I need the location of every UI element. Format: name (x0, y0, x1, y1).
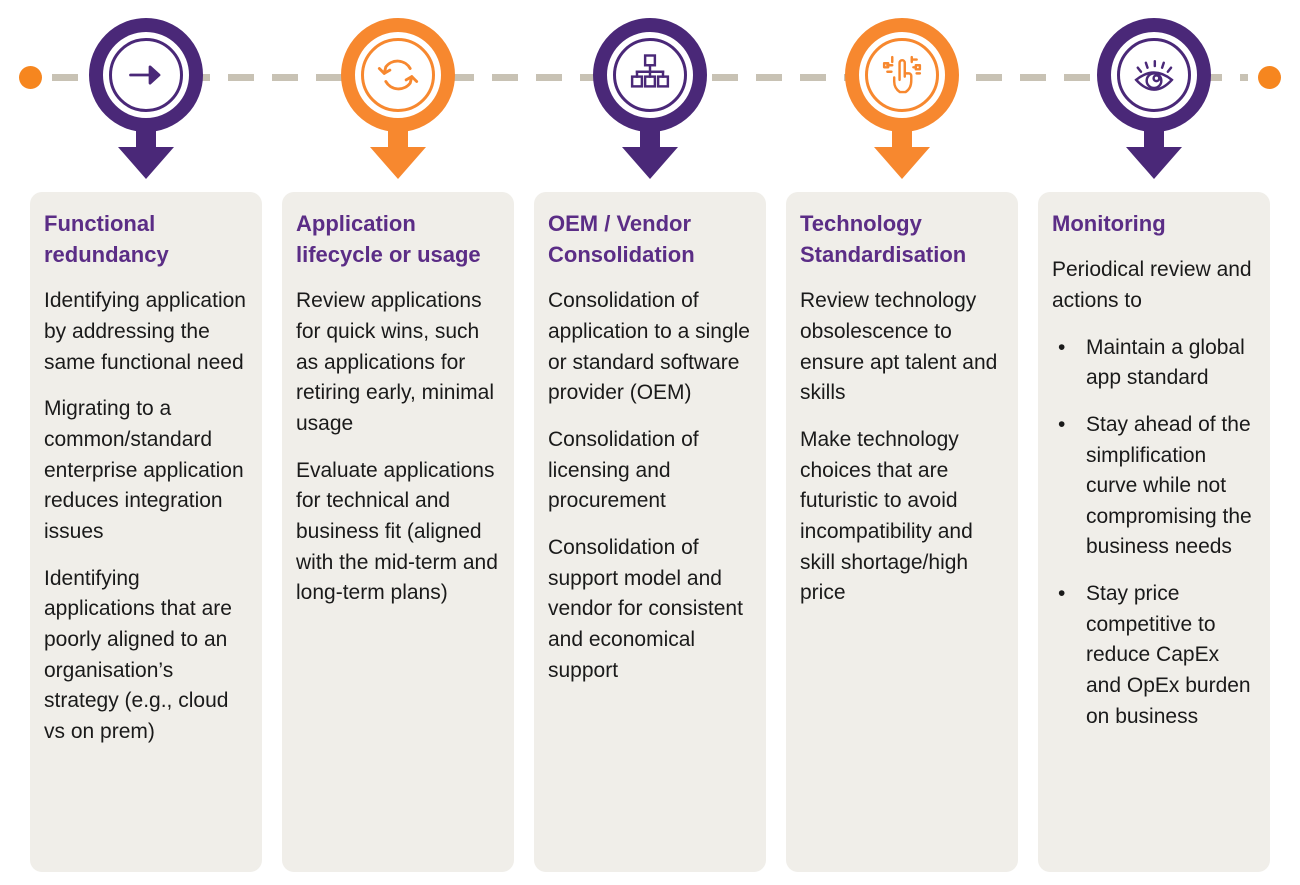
step-inner-ring (361, 38, 435, 112)
step-pin-stem (892, 129, 912, 147)
card-title: Functional redundancy (44, 211, 169, 268)
timeline-start-dot (19, 66, 42, 89)
card-paragraph: Make technology choices that are futuris… (800, 428, 973, 605)
step-ring (1097, 18, 1211, 132)
card-paragraph: Consolidation of licensing and procureme… (548, 428, 699, 513)
card: Technology Standardisation Review techno… (786, 192, 1018, 872)
timeline-step-eye (1038, 0, 1270, 179)
bullet-item: • Stay ahead of the simplification curve … (1052, 410, 1256, 563)
step-pin-stem (1144, 129, 1164, 147)
card-title: Application lifecycle or usage (296, 211, 481, 268)
bullet-text: Maintain a global app standard (1086, 335, 1245, 390)
step-ring (845, 18, 959, 132)
bullet-text: Stay ahead of the simplification curve w… (1086, 412, 1252, 559)
step-pin-stem (388, 129, 408, 147)
step-inner-ring (613, 38, 687, 112)
timeline-end-dot (1258, 66, 1281, 89)
card-paragraph: Identifying applications that are poorly… (44, 566, 232, 743)
step-inner-ring (865, 38, 939, 112)
card-paragraph: Identifying application by addressing th… (44, 289, 246, 374)
card-paragraph: Periodical review and actions to (1052, 258, 1252, 312)
card: Functional redundancy Identifying applic… (30, 192, 262, 872)
step-ring (341, 18, 455, 132)
card-body: Consolidation of application to a single… (548, 286, 752, 686)
bullet-item: • Maintain a global app standard (1052, 333, 1256, 394)
step-pin-arrow (622, 147, 678, 179)
bullet-text: Stay price competitive to reduce CapEx a… (1086, 582, 1251, 728)
cards-row: Functional redundancy Identifying applic… (30, 192, 1270, 872)
arrow-right-icon (129, 65, 161, 85)
timeline-step-arrow-right (30, 0, 262, 179)
timeline-step-refresh (282, 0, 514, 179)
card-paragraph: Consolidation of support model and vendo… (548, 536, 743, 682)
card-paragraph: Evaluate applications for technical and … (296, 458, 498, 605)
card-title: OEM / Vendor Consolidation (548, 211, 695, 268)
card-title: Monitoring (1052, 211, 1166, 236)
step-pin-arrow (874, 147, 930, 179)
step-ring (89, 18, 203, 132)
card-paragraph: Review applications for quick wins, such… (296, 289, 494, 436)
card-body: Review applications for quick wins, such… (296, 286, 500, 609)
card: Application lifecycle or usage Review ap… (282, 192, 514, 872)
step-pin-stem (640, 129, 660, 147)
refresh-icon (377, 59, 419, 91)
card-paragraph: Review technology obsolescence to ensure… (800, 289, 998, 405)
card: OEM / Vendor Consolidation Consolidation… (534, 192, 766, 872)
timeline-step-hierarchy (534, 0, 766, 179)
timeline (0, 0, 1300, 192)
timeline-step-digital-touch (786, 0, 1018, 179)
step-pin-arrow (1126, 147, 1182, 179)
card: Monitoring Periodical review and actions… (1038, 192, 1270, 872)
step-pin-arrow (118, 147, 174, 179)
timeline-steps (30, 0, 1270, 179)
card-paragraph: Consolidation of application to a single… (548, 289, 750, 405)
step-inner-ring (1117, 38, 1191, 112)
card-body: Review technology obsolescence to ensure… (800, 286, 1004, 609)
step-ring (593, 18, 707, 132)
hierarchy-icon (630, 54, 670, 88)
step-pin-stem (136, 129, 156, 147)
step-inner-ring (109, 38, 183, 112)
digital-touch-icon (882, 55, 922, 94)
bullet-dot: • (1058, 335, 1066, 359)
bullet-dot: • (1058, 412, 1066, 436)
card-body: Identifying application by addressing th… (44, 286, 248, 747)
card-title: Technology Standardisation (800, 211, 967, 268)
bullet-item: • Stay price competitive to reduce CapEx … (1052, 579, 1256, 732)
eye-icon (1134, 59, 1174, 91)
card-body: Periodical review and actions to • Maintai… (1052, 255, 1256, 732)
bullet-dot: • (1058, 582, 1066, 606)
step-pin-arrow (370, 147, 426, 179)
card-paragraph: Migrating to a common/standard enterpris… (44, 397, 244, 544)
